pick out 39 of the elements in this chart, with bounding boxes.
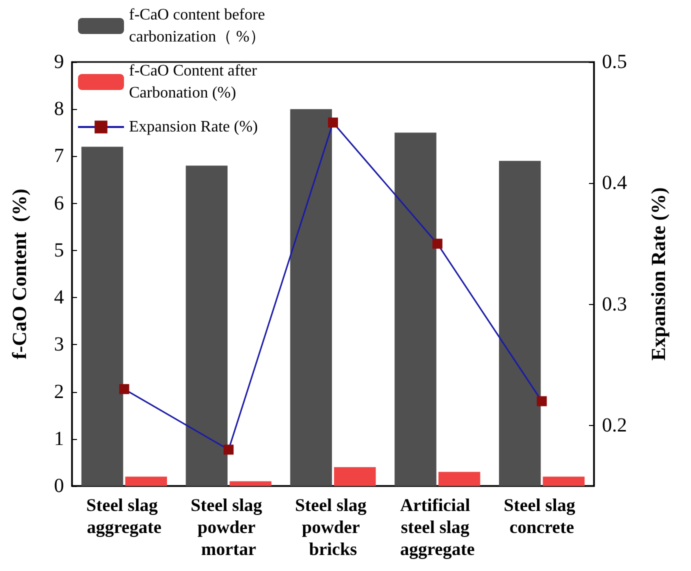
x-tick-label: Steel slag aggregate [86,495,162,537]
bar [498,160,541,486]
y-tick-label: 8 [54,98,64,120]
y-tick-label: 0 [54,475,64,497]
x-tick-label: Steel slag concrete [504,495,580,537]
y-tick-label: 1 [54,428,64,450]
point [328,118,338,128]
y-tick-label: 2 [54,380,64,403]
bar [542,476,585,486]
y-tick-label: 3 [54,334,64,356]
bar [334,467,376,486]
bar [125,476,168,486]
y2-tick-label: 0.2 [602,414,627,436]
bar [186,166,228,486]
bar [438,472,480,486]
y-tick-label: 7 [54,145,64,168]
legend-label: f-CaO Content after Carbonation (%) [129,62,261,102]
x-tick-label: Artificial steel slag aggregate [400,495,475,559]
legend-label: Expansion Rate (%) [129,118,258,136]
bar [230,481,272,486]
bar [394,132,436,486]
y2-tick-label: 0.5 [602,51,627,73]
legend-label: f-CaO content before carbonization（ %） [129,6,269,46]
y2-axis-title: Expansion Rate (%) [648,187,670,361]
x-tick-label: Steel slag powder bricks [295,495,371,559]
y-tick-label: 4 [54,286,64,309]
point [119,384,130,394]
y2-tick-label: 0.3 [602,293,627,316]
point [536,396,547,406]
y-tick-label: 9 [54,51,64,73]
bar [81,146,124,486]
x-tick-label: Steel slag powder mortar [190,495,267,559]
y2-tick-label: 0.4 [602,172,627,194]
y-axis-title: f-CaO Content (%) [9,188,31,360]
bar [290,109,332,486]
y-tick-label: 6 [54,192,64,214]
point [432,238,442,249]
point [224,444,234,455]
y-tick-label: 5 [54,239,64,262]
